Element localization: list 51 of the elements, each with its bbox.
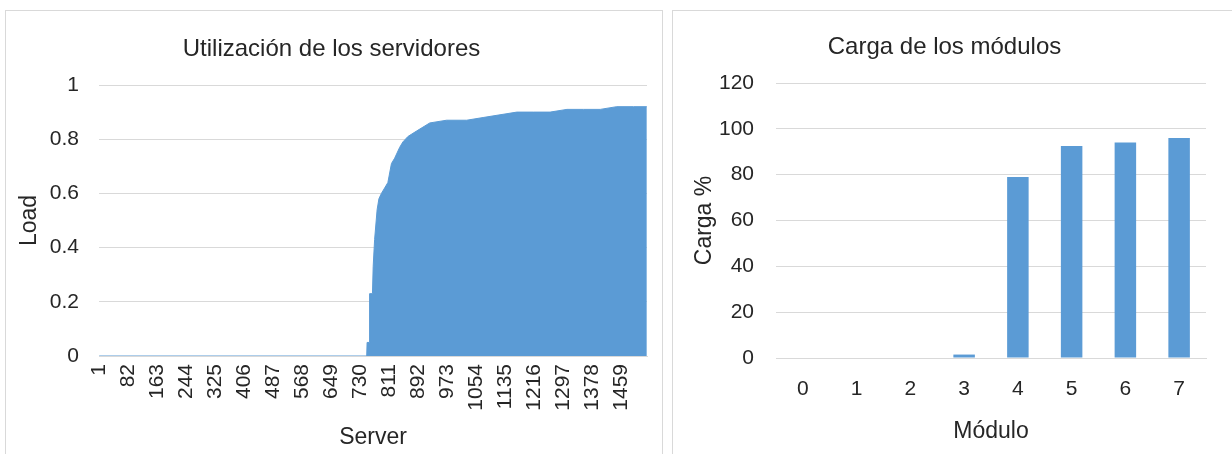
y-tick-label: 100: [718, 115, 754, 139]
chart-title: Utilización de los servidores: [182, 33, 481, 61]
x-tick-label: 0: [797, 376, 809, 400]
x-tick-label: 1: [85, 364, 109, 376]
x-tick-label: 7: [1173, 376, 1185, 400]
y-tick-label: 60: [730, 207, 754, 231]
x-tick-label: 325: [202, 364, 226, 400]
y-tick-label: 80: [730, 161, 754, 185]
x-tick-label: 1378: [579, 364, 603, 411]
y-tick-label: 0: [742, 344, 754, 368]
x-tick-label: 1459: [608, 364, 632, 411]
x-tick-label: 406: [231, 364, 255, 400]
x-tick-label: 730: [347, 364, 371, 400]
x-tick-label: 487: [260, 364, 284, 400]
x-tick-label: 892: [405, 364, 429, 400]
y-tick-label: 1: [67, 71, 79, 95]
x-tick-label: 1054: [463, 363, 487, 411]
x-tick-label: 3: [958, 376, 970, 400]
bar: [1168, 138, 1190, 358]
x-tick-label: 649: [318, 364, 342, 400]
y-tick-label: 40: [730, 253, 754, 277]
bar: [1007, 176, 1029, 358]
y-tick-label: 0.8: [49, 126, 79, 149]
bar: [1060, 146, 1083, 358]
y-tick-label: 0.4: [49, 234, 80, 258]
x-tick-label: 811: [376, 364, 400, 398]
y-tick-label: 20: [730, 298, 754, 322]
x-tick-label: 163: [144, 364, 167, 400]
bar: [1114, 142, 1137, 358]
x-tick-label: 1135: [492, 364, 516, 410]
x-tick-label: 1: [850, 376, 863, 400]
x-tick-label: 2: [904, 376, 917, 400]
x-tick-label: 1297: [550, 364, 574, 411]
x-tick-label: 5: [1065, 376, 1078, 400]
x-tick-label: 6: [1119, 376, 1132, 400]
x-tick-label: 1216: [521, 364, 545, 411]
x-tick-label: 244: [173, 363, 197, 400]
y-tick-label: 0: [67, 342, 79, 366]
x-tick-label: 973: [434, 364, 458, 400]
bar: [953, 354, 975, 358]
x-tick-label: 568: [289, 364, 313, 400]
y-tick-label: 120: [718, 69, 754, 93]
y-axis-title: Carga %: [690, 175, 717, 266]
y-axis-title: Load: [15, 194, 42, 247]
chart-title: Carga de los módulos: [827, 31, 1062, 59]
x-tick-label: 82: [114, 364, 138, 388]
x-axis-title: Módulo: [953, 416, 1029, 443]
y-tick-label: 0.6: [49, 180, 79, 204]
y-tick-label: 0.2: [49, 288, 79, 312]
x-tick-label: 4: [1012, 376, 1025, 400]
x-axis-title: Server: [339, 422, 408, 449]
